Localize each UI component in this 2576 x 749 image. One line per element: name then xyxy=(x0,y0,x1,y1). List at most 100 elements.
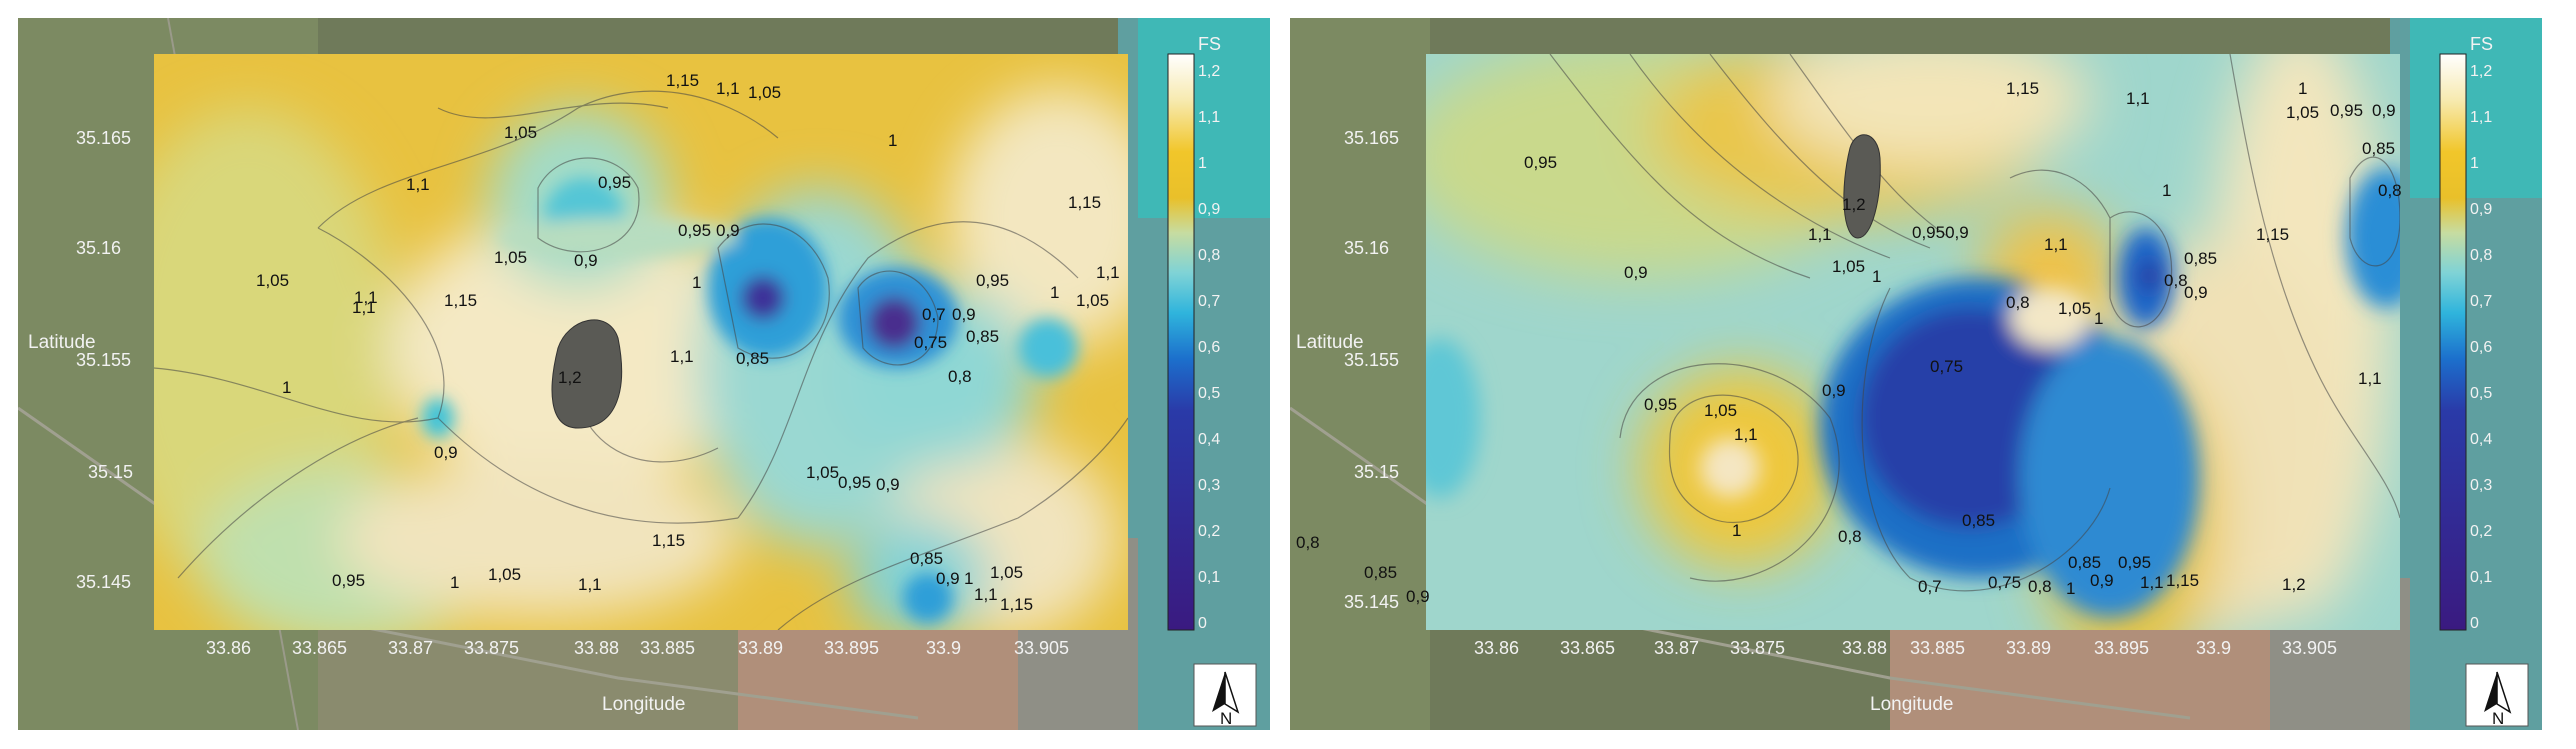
sea-area xyxy=(1138,18,1270,218)
contour-label: 1,1 xyxy=(716,79,740,98)
contour-label: 1 xyxy=(692,273,701,292)
colorbar-tick: 1 xyxy=(2470,155,2479,172)
colorbar-tick: 0,2 xyxy=(1198,523,1220,540)
contour-label: 1,1 xyxy=(2358,369,2382,388)
colorbar-tick: 0,5 xyxy=(2470,385,2492,402)
contour-label: 1,2 xyxy=(558,368,582,387)
contour-label: 1,05 xyxy=(504,123,537,142)
y-tick-label: 35.145 xyxy=(76,572,131,592)
contour-label: 0,9 xyxy=(434,443,458,462)
x-axis-title: Longitude xyxy=(1870,694,1953,715)
contour-label: 1,05 xyxy=(494,248,527,267)
x-tick-label: 33.87 xyxy=(1654,638,1699,658)
contour-label: 1,05 xyxy=(2058,299,2091,318)
contour-label: 1,15 xyxy=(666,71,699,90)
x-tick-label: 33.9 xyxy=(926,638,961,658)
colorbar-tick: 0 xyxy=(2470,615,2479,632)
contour-label: 0,95 xyxy=(332,571,365,590)
colorbar-tick: 0,8 xyxy=(2470,247,2492,264)
x-tick-label: 33.895 xyxy=(2094,638,2149,658)
contour-label: 0,85 xyxy=(2362,139,2395,158)
x-tick-label: 33.88 xyxy=(574,638,619,658)
contour-label: 0,9 xyxy=(876,475,900,494)
x-tick-label: 33.87 xyxy=(388,638,433,658)
colorbar-tick: 0,4 xyxy=(1198,431,1220,448)
contour-label: 1 xyxy=(2066,579,2075,598)
contour-label: 1,05 xyxy=(990,563,1023,582)
contour-label: 0,75 xyxy=(1930,357,1963,376)
colorbar-tick: 0,8 xyxy=(1198,247,1220,264)
contour-label: 1,1 xyxy=(1808,225,1832,244)
colorbar-tick: 0,2 xyxy=(2470,523,2492,540)
x-tick-label: 33.86 xyxy=(206,638,251,658)
contour-label: 1 xyxy=(282,378,291,397)
contour-label: 0,8 xyxy=(1296,533,1320,552)
contour-label: 1 xyxy=(1050,283,1059,302)
contour-label: 1,05 xyxy=(1076,291,1109,310)
contour-label: 1 xyxy=(2094,309,2103,328)
colorbar-tick: 0,7 xyxy=(2470,293,2492,310)
contour-label: 0,8 xyxy=(2378,181,2402,200)
colorbar-tick: 1,1 xyxy=(1198,109,1220,126)
contour-label: 0,95 xyxy=(598,173,631,192)
contour-label: 1,05 xyxy=(488,565,521,584)
contour-label: 0,9 xyxy=(2184,283,2208,302)
contour-label: 0,9 xyxy=(716,221,740,240)
x-tick-label: 33.89 xyxy=(2006,638,2051,658)
colorbar: FS 1,2 1,1 1 0,9 0,8 0,7 0,6 0,5 0,4 0,3… xyxy=(2439,34,2493,632)
contour-labels: 1,15 1,1 1,05 1 1,1 0,95 0,9 1,05 0,95 0… xyxy=(256,71,1120,614)
sea-area xyxy=(2410,18,2542,198)
contour-label: 1 xyxy=(2162,181,2171,200)
contour-label: 1,15 xyxy=(1068,193,1101,212)
colorbar: FS 1,2 1,1 1 0,9 0,8 0,7 0,6 0,5 0,4 0,3… xyxy=(1167,34,1221,632)
north-arrow-icon: N xyxy=(1193,663,1257,728)
x-tick-label: 33.9 xyxy=(2196,638,2231,658)
contour-label: 1,1 xyxy=(352,298,376,317)
contour-labels: 1,15 1,1 1 1,05 0,95 0,9 0,95 1,2 1,1 1 … xyxy=(1296,79,2402,606)
x-tick-label: 33.89 xyxy=(738,638,783,658)
contour-label: 0,8 xyxy=(948,367,972,386)
x-tick-label: 33.875 xyxy=(1730,638,1785,658)
colorbar-tick: 1,1 xyxy=(2470,109,2492,126)
contour-label: 1,15 xyxy=(2006,79,2039,98)
colorbar-tick: 0,7 xyxy=(1198,293,1220,310)
contour-label: 1 xyxy=(1872,267,1881,286)
contour-label: 1,15 xyxy=(652,531,685,550)
colorbar-tick: 0,6 xyxy=(2470,339,2492,356)
contour-label: 1,15 xyxy=(444,291,477,310)
contour-label: 0,95 xyxy=(976,271,1009,290)
north-arrow-icon: N xyxy=(2465,663,2529,728)
y-tick-label: 35.15 xyxy=(88,462,133,482)
contour-label: 1,1 xyxy=(2140,573,2164,592)
x-tick-label: 33.865 xyxy=(1560,638,1615,658)
x-tick-label: 33.885 xyxy=(1910,638,1965,658)
y-tick-label: 35.165 xyxy=(1344,128,1399,148)
colorbar-title: FS xyxy=(1198,34,1221,54)
contour-label: 0,9 xyxy=(2372,101,2396,120)
contour-label: 0,85 xyxy=(1962,511,1995,530)
contour-label: 1,1 xyxy=(2126,89,2150,108)
x-tick-label: 33.905 xyxy=(2282,638,2337,658)
contour-label: 1,05 xyxy=(2286,103,2319,122)
contour-label: 1,15 xyxy=(2166,571,2199,590)
y-tick-label: 35.16 xyxy=(1344,238,1389,258)
y-tick-label: 35.155 xyxy=(1344,350,1399,370)
y-tick-label: 35.155 xyxy=(76,350,131,370)
colorbar-tick: 0,1 xyxy=(2470,569,2492,586)
colorbar-tick: 1 xyxy=(1198,155,1207,172)
y-axis: 35.165 35.16 35.155 35.15 35.145 Latitud… xyxy=(1296,128,1399,612)
colorbar-tick: 0,5 xyxy=(1198,385,1220,402)
contour-label: 0,95 xyxy=(838,473,871,492)
contour-label: 0,95 xyxy=(1524,153,1557,172)
contour-label: 0,95 xyxy=(678,221,711,240)
colorbar-title: FS xyxy=(2470,34,2493,54)
contour-label: 1,2 xyxy=(2282,575,2306,594)
x-axis-title: Longitude xyxy=(602,694,685,715)
contour-overlay xyxy=(154,54,1128,630)
x-axis: 33.86 33.865 33.87 33.875 33.88 33.885 3… xyxy=(1474,638,2337,715)
x-tick-label: 33.88 xyxy=(1842,638,1887,658)
contour-label: 0,9 xyxy=(1406,587,1430,606)
fs-map-right-panel: 1,15 1,1 1 1,05 0,95 0,9 0,95 1,2 1,1 1 … xyxy=(1290,18,2542,730)
colorbar-tick: 0 xyxy=(1198,615,1207,632)
contour-label: 1 xyxy=(888,131,897,150)
